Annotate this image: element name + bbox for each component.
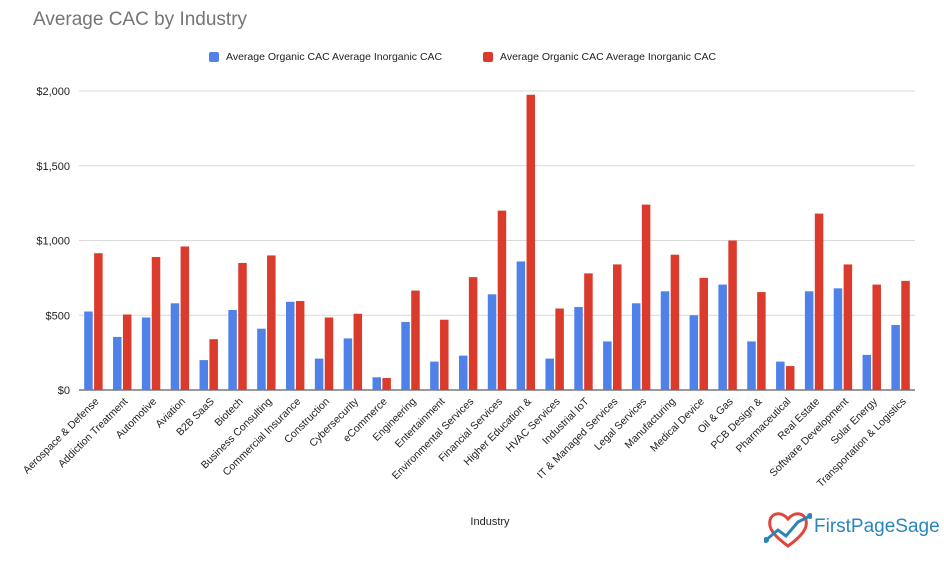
bar-inorganic — [641, 204, 651, 390]
bar-inorganic — [468, 277, 478, 390]
bar-inorganic — [872, 284, 881, 390]
first-page-sage-logo: FirstPageSage — [764, 506, 940, 552]
legend-swatch-blue — [209, 52, 219, 62]
bar-inorganic — [901, 280, 910, 390]
bar-inorganic — [382, 378, 391, 390]
bar-organic — [458, 355, 468, 390]
bar-inorganic — [94, 253, 103, 390]
bar-organic — [487, 294, 497, 390]
bar-inorganic — [584, 273, 593, 390]
x-axis-title: Industry — [470, 516, 510, 528]
bar-inorganic — [209, 339, 218, 390]
bar-organic — [314, 358, 324, 390]
bar-organic — [891, 324, 900, 390]
bar-organic — [631, 303, 641, 390]
bar-inorganic — [843, 264, 853, 390]
bar-organic — [343, 338, 353, 390]
y-tick-label: $2,000 — [36, 86, 70, 98]
legend-swatch-red — [483, 52, 493, 62]
bar-organic — [545, 358, 554, 390]
bar-organic — [113, 336, 122, 390]
y-tick-label: $1,000 — [36, 236, 70, 248]
bar-organic — [141, 317, 151, 390]
bar-organic — [199, 360, 209, 390]
bar-organic — [401, 321, 410, 390]
bar-inorganic — [728, 240, 737, 390]
chart-title: Average CAC by Industry — [33, 9, 248, 30]
y-tick-label: $0 — [58, 385, 70, 397]
y-tick-label: $1,500 — [36, 161, 70, 173]
bar-organic — [747, 341, 756, 390]
bar-organic — [660, 291, 670, 390]
bar-organic — [84, 311, 93, 390]
bar-organic — [804, 291, 814, 390]
bar-inorganic — [670, 254, 680, 390]
bar-inorganic — [151, 256, 161, 390]
logo-text: FirstPageSage — [814, 516, 940, 537]
bar-organic — [257, 328, 266, 390]
chart-legend: Average Organic CAC Average Inorganic CA… — [0, 51, 944, 67]
bar-inorganic — [757, 292, 766, 390]
bar-organic — [603, 341, 612, 390]
bar-organic — [170, 303, 180, 390]
bar-inorganic — [180, 246, 190, 390]
bar-inorganic — [122, 314, 132, 390]
bar-organic — [430, 361, 439, 390]
bar-inorganic — [353, 313, 363, 390]
bar-inorganic — [267, 255, 276, 390]
bar-organic — [372, 377, 381, 390]
legend-item-inorganic: Average Organic CAC Average Inorganic CA… — [483, 51, 716, 63]
bar-organic — [718, 284, 727, 390]
bar-inorganic — [526, 94, 536, 391]
legend-label-series-1: Average Organic CAC Average Inorganic CA… — [226, 51, 443, 63]
bar-inorganic — [785, 366, 795, 390]
legend-item-organic: Average Organic CAC Average Inorganic CA… — [209, 51, 442, 63]
bar-organic — [228, 310, 237, 390]
bar-inorganic — [238, 262, 247, 390]
heart-chart-logo-icon — [764, 512, 812, 548]
bar-organic — [833, 288, 843, 390]
bar-organic — [574, 307, 583, 390]
bar-organic — [516, 261, 526, 390]
bar-inorganic — [814, 213, 824, 390]
bar-inorganic — [295, 301, 305, 390]
bar-inorganic — [440, 319, 449, 390]
bar-organic — [689, 315, 699, 390]
bar-organic — [862, 354, 872, 390]
legend-label-series-2: Average Organic CAC Average Inorganic CA… — [500, 51, 717, 63]
bar-inorganic — [324, 317, 334, 390]
bar-inorganic — [699, 277, 708, 390]
y-tick-label: $500 — [46, 310, 70, 322]
bar-inorganic — [555, 308, 564, 390]
bar-inorganic — [497, 210, 507, 390]
bar-organic — [286, 301, 295, 390]
bar-inorganic — [613, 264, 622, 390]
bar-inorganic — [411, 290, 420, 390]
bar-organic — [776, 361, 785, 390]
